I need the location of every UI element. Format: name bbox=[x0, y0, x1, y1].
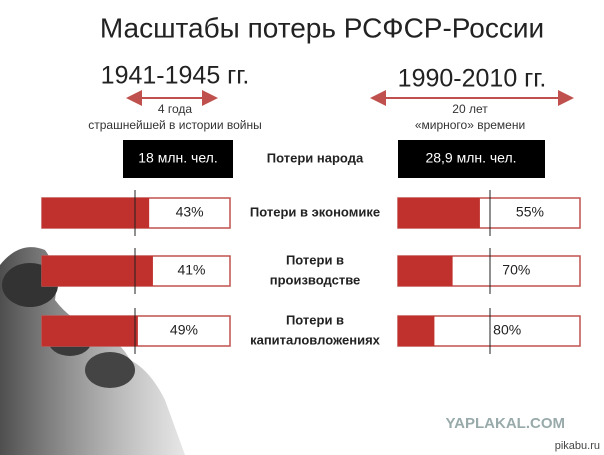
period-years: 1990-2010 гг. bbox=[398, 65, 547, 93]
duration: 20 лет bbox=[452, 102, 488, 116]
value-label: 80% bbox=[493, 322, 521, 338]
watermark: pikabu.ru bbox=[555, 440, 600, 452]
bar bbox=[398, 316, 435, 346]
people-box bbox=[398, 140, 545, 178]
note: страшнейшей в истории войны bbox=[88, 118, 262, 132]
bar bbox=[398, 256, 453, 286]
value-label: 55% bbox=[516, 204, 544, 220]
note: «мирного» времени bbox=[415, 118, 525, 132]
row-label: Потери в bbox=[286, 252, 344, 267]
row-label: производстве bbox=[270, 272, 361, 287]
value-label: 41% bbox=[177, 262, 205, 278]
people-loss: 28,9 млн. чел. bbox=[425, 150, 516, 166]
bar bbox=[398, 198, 480, 228]
bar bbox=[42, 198, 150, 228]
row-label: Потери в экономике bbox=[250, 204, 380, 219]
row-label: капиталовложениях bbox=[250, 332, 381, 347]
row-label: Потери народа bbox=[267, 150, 364, 165]
people-loss: 18 млн. чел. bbox=[138, 150, 217, 166]
value-label: 70% bbox=[502, 262, 530, 278]
title: Масштабы потерь РСФСР-России bbox=[100, 12, 544, 43]
period-years: 1941-1945 гг. bbox=[101, 62, 250, 90]
people-box bbox=[123, 140, 233, 178]
watermark: YAPLAKAL.COM bbox=[446, 415, 565, 432]
value-label: 49% bbox=[170, 322, 198, 338]
bar bbox=[42, 316, 138, 346]
row-label: Потери в bbox=[286, 312, 344, 327]
bar bbox=[42, 256, 153, 286]
duration: 4 года bbox=[158, 102, 193, 116]
value-label: 43% bbox=[176, 204, 204, 220]
